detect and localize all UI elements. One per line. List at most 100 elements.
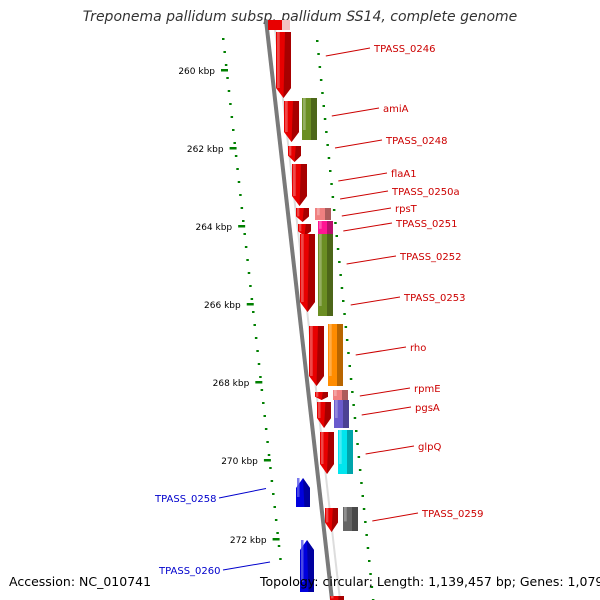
gene-tpass-0253-shading: [307, 234, 315, 312]
unlabeled-gene-c-highlight: [289, 146, 292, 156]
gc-dot: [237, 181, 241, 183]
gc-dot: [266, 441, 269, 443]
gene-tpass-0248-label[interactable]: TPASS_0248: [385, 136, 447, 147]
genome-summary-text: Topology: circular; Length: 1,139,457 bp…: [260, 574, 600, 589]
unlabeled-gene-e-shading: [321, 392, 328, 400]
gene-tpass-0260-feature[interactable]: [300, 540, 314, 592]
gc-dot: [349, 378, 353, 380]
gene-tpass-0248-feature[interactable]: [284, 101, 299, 142]
unlabeled-gene-h-feature[interactable]: [325, 508, 338, 532]
gene-tpass-0260-label[interactable]: TPASS_0260: [158, 566, 220, 577]
gc-dot: [327, 157, 331, 159]
gene-tpass-0246-shading: [283, 32, 291, 98]
unlabeled-gene-b-feature[interactable]: [298, 224, 311, 236]
gc-dot: [244, 246, 248, 248]
scale-tick: [272, 538, 280, 541]
gene-amia-feature[interactable]: [302, 98, 317, 140]
gene-tpass-0258-feature[interactable]: [296, 478, 310, 507]
unlabeled-gene-c-shading: [294, 146, 301, 162]
gc-dot: [223, 51, 226, 53]
gene-tpass-0246-feature[interactable]: [276, 32, 291, 98]
gene-tpass-0259-label[interactable]: TPASS_0259: [421, 509, 483, 520]
gene-rpst-label[interactable]: rpsT: [395, 204, 418, 215]
gene-rho-highlight: [329, 324, 332, 376]
unlabeled-gene-h-shading: [331, 508, 338, 532]
gene-rho-feature[interactable]: [328, 324, 343, 386]
gc-dot: [262, 402, 265, 404]
gene-tpass-0253-leader: [350, 296, 401, 306]
gc-dot: [325, 131, 328, 133]
gc-dot: [269, 467, 272, 469]
gene-glpq-leader: [365, 445, 415, 455]
gene-tpass-0250a-label[interactable]: TPASS_0250a: [391, 187, 460, 198]
gene-features: [268, 20, 358, 600]
gene-pgsa-feature[interactable]: [334, 400, 349, 428]
gc-dot: [321, 92, 324, 94]
gc-dot: [224, 64, 228, 66]
gc-dot: [272, 493, 275, 495]
gc-dot: [334, 222, 337, 224]
gene-rpme-shading: [342, 390, 348, 400]
gene-tpass-0246-label[interactable]: TPASS_0246: [373, 44, 435, 55]
gene-flaa1-feature[interactable]: [292, 164, 307, 206]
gc-dot: [329, 170, 332, 172]
gc-dot: [243, 233, 246, 235]
gene-rpme-feature[interactable]: [333, 390, 348, 400]
gene-tpass-0251-highlight: [319, 221, 322, 229]
unlabeled-gene-c-feature[interactable]: [288, 146, 301, 162]
gc-dot: [352, 404, 355, 406]
gc-dot: [351, 391, 354, 393]
gc-dot: [239, 194, 242, 196]
gene-tpass-0253-feature[interactable]: [300, 234, 315, 312]
gene-tpass-0252-label[interactable]: TPASS_0252: [399, 252, 461, 263]
gc-dot: [348, 365, 351, 367]
scale-tick: [246, 303, 254, 306]
gc-dot: [343, 313, 346, 315]
unlabeled-gene-d-highlight: [310, 326, 313, 376]
scale-label: 268 kbp: [213, 379, 250, 389]
gene-tpass-0251-label[interactable]: TPASS_0251: [395, 219, 457, 230]
gene-rpst-leader: [341, 207, 392, 217]
partial-feature-top-fade: [282, 20, 290, 30]
gc-dot: [247, 272, 251, 274]
unlabeled-gene-g-feature[interactable]: [320, 432, 334, 474]
gc-dot: [252, 311, 255, 313]
map-title: Treponema pallidum subsp. pallidum SS14,…: [82, 9, 518, 25]
gene-tpass-0252-feature[interactable]: [318, 234, 333, 316]
gc-dot: [273, 506, 276, 508]
gene-rpst-shading: [325, 208, 331, 220]
gc-dot: [259, 376, 262, 378]
gc-dot: [253, 324, 256, 326]
gene-amia-label[interactable]: amiA: [383, 104, 409, 115]
gene-tpass-0260-shading: [307, 540, 314, 592]
gene-flaa1-shading: [299, 164, 307, 206]
unlabeled-gene-i-feature[interactable]: [330, 596, 344, 600]
gene-rpme-label[interactable]: rpmE: [414, 384, 441, 395]
gene-tpass-0251-feature[interactable]: [318, 221, 333, 234]
unlabeled-gene-e-feature[interactable]: [315, 392, 328, 400]
gene-tpass-0258-label[interactable]: TPASS_0258: [154, 494, 216, 505]
gene-glpq-feature[interactable]: [338, 430, 353, 474]
gene-rho-leader: [355, 346, 407, 356]
gene-rpst-feature[interactable]: [316, 208, 331, 220]
gene-tpass-0253-label[interactable]: TPASS_0253: [403, 293, 465, 304]
gene-tpass-0248-shading: [291, 101, 299, 142]
gene-rho-label[interactable]: rho: [410, 343, 426, 354]
gene-pgsa-label[interactable]: pgsA: [415, 403, 440, 414]
gene-tpass-0259-shading: [352, 507, 358, 531]
gene-labels: TPASS_0246 amiA TPASS_0248 flaA1 TPASS_0250a…: [154, 44, 483, 577]
partial-feature-top: [268, 20, 282, 30]
unlabeled-gene-f-feature[interactable]: [317, 402, 331, 428]
gene-rpme-highlight: [334, 390, 337, 396]
gc-dot: [227, 90, 231, 92]
gc-dot: [222, 38, 225, 40]
gc-dot: [357, 456, 361, 458]
scale-tick: [263, 459, 271, 462]
unlabeled-gene-a-feature[interactable]: [296, 208, 309, 222]
gene-glpq-label[interactable]: glpQ: [418, 442, 441, 453]
gene-tpass-0251-leader: [343, 222, 393, 232]
unlabeled-gene-d-feature[interactable]: [309, 326, 324, 386]
gene-tpass-0259-feature[interactable]: [343, 507, 358, 531]
gene-tpass-0252-shading: [327, 234, 333, 316]
gene-flaa1-label[interactable]: flaA1: [391, 169, 417, 180]
